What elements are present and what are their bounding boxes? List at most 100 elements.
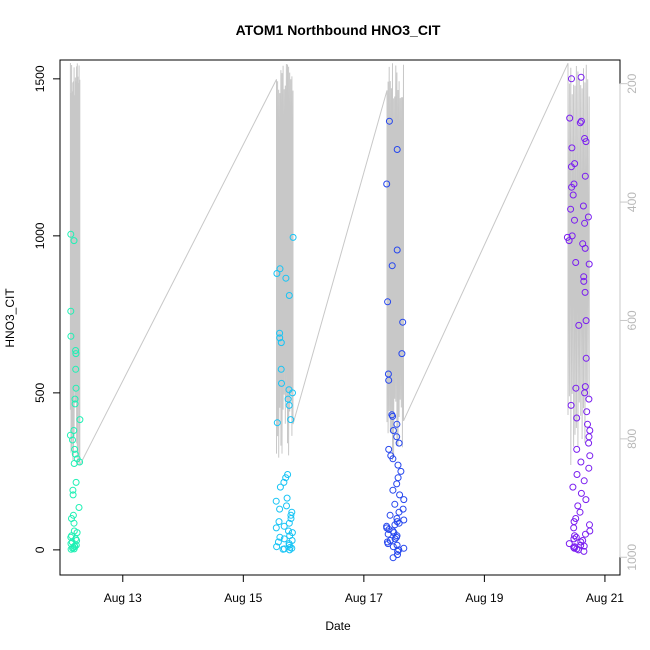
- data-point: [73, 529, 81, 537]
- x-tick-label: Aug 19: [465, 591, 503, 605]
- data-point: [573, 445, 581, 453]
- data-point: [275, 518, 283, 526]
- data-point: [580, 477, 588, 485]
- data-point: [576, 119, 584, 127]
- data-point: [282, 274, 290, 282]
- data-point: [278, 379, 285, 387]
- x-tick-label: Aug 21: [586, 591, 624, 605]
- data-point: [283, 502, 290, 510]
- data-point: [286, 546, 294, 554]
- data-point: [277, 339, 285, 347]
- data-point: [389, 543, 397, 551]
- data-point: [384, 298, 392, 306]
- data-point: [289, 389, 296, 397]
- y2-tick-label: 1000: [625, 544, 639, 571]
- data-point: [276, 329, 284, 337]
- y-tick-label: 500: [33, 383, 47, 403]
- data-point: [385, 117, 393, 125]
- data-point: [389, 554, 397, 562]
- data-point: [577, 73, 585, 81]
- data-point: [67, 332, 75, 340]
- data-point: [579, 202, 587, 210]
- data-point: [567, 401, 575, 409]
- data-point: [70, 427, 78, 434]
- data-point: [571, 216, 578, 224]
- data-point: [586, 521, 593, 529]
- data-point: [285, 519, 293, 527]
- data-point: [399, 505, 407, 513]
- data-point: [276, 505, 284, 513]
- data-point: [394, 461, 402, 469]
- data-point: [76, 416, 84, 424]
- data-point: [572, 259, 580, 266]
- data-point: [385, 526, 393, 533]
- y-tick-label: 0: [33, 546, 47, 553]
- data-point: [398, 350, 406, 358]
- data-point: [280, 478, 288, 486]
- data-point: [72, 365, 80, 373]
- data-point: [288, 544, 296, 552]
- data-point: [287, 416, 295, 424]
- data-point: [276, 334, 284, 342]
- data-point: [580, 542, 588, 550]
- data-point: [391, 500, 399, 508]
- data-point: [71, 450, 79, 458]
- x-tick-label: Aug 15: [224, 591, 262, 605]
- data-point: [582, 496, 590, 504]
- y2-tick-label: 800: [625, 429, 639, 449]
- data-point: [568, 144, 576, 152]
- data-point: [565, 237, 573, 245]
- data-point: [69, 486, 77, 494]
- data-point: [585, 439, 593, 447]
- data-point: [389, 455, 397, 463]
- data-point: [72, 478, 80, 486]
- data-point: [575, 321, 583, 329]
- data-point: [584, 420, 591, 428]
- data-point: [586, 427, 594, 434]
- data-point: [582, 317, 590, 325]
- x-tick-label: Aug 17: [345, 591, 383, 605]
- data-point: [586, 452, 594, 460]
- data-point: [584, 213, 592, 221]
- data-point: [581, 288, 589, 296]
- secondary-y-axis: 200 400 600 800 1000: [619, 73, 639, 571]
- x-tick-label: Aug 13: [104, 591, 142, 605]
- data-point: [71, 400, 79, 408]
- data-point: [67, 230, 75, 238]
- data-point: [582, 530, 589, 538]
- data-point: [576, 508, 584, 516]
- y-axis-label: HNO3_CIT: [3, 288, 17, 348]
- data-point: [71, 445, 79, 453]
- data-point: [385, 376, 393, 384]
- data-point: [570, 535, 578, 543]
- data-point: [393, 246, 401, 254]
- data-point: [287, 515, 295, 522]
- data-point: [394, 547, 402, 555]
- data-point: [274, 538, 282, 546]
- data-point: [585, 260, 593, 268]
- data-point: [69, 436, 76, 444]
- data-point: [67, 307, 75, 315]
- data-point: [585, 433, 593, 441]
- y-tick-label: 1000: [33, 222, 47, 249]
- y-axis: 0 500 1000 1500: [33, 65, 61, 553]
- data-point: [393, 146, 401, 153]
- data-point: [386, 511, 394, 519]
- x-axis: Aug 13 Aug 15 Aug 17 Aug 19 Aug 21: [104, 574, 624, 605]
- data-point: [70, 237, 78, 245]
- data-point: [581, 389, 589, 397]
- data-point: [400, 544, 408, 552]
- data-point: [391, 535, 399, 543]
- data-point: [577, 489, 585, 497]
- plot-frame: [59, 59, 621, 576]
- data-point: [573, 545, 581, 553]
- data-point: [568, 183, 576, 191]
- profile-trace: [69, 62, 590, 466]
- profile-lines: [69, 62, 590, 466]
- data-point: [393, 533, 400, 541]
- data-point: [283, 494, 291, 502]
- data-point: [573, 414, 581, 422]
- data-point: [289, 233, 297, 241]
- data-point: [577, 538, 585, 546]
- data-point: [385, 445, 393, 453]
